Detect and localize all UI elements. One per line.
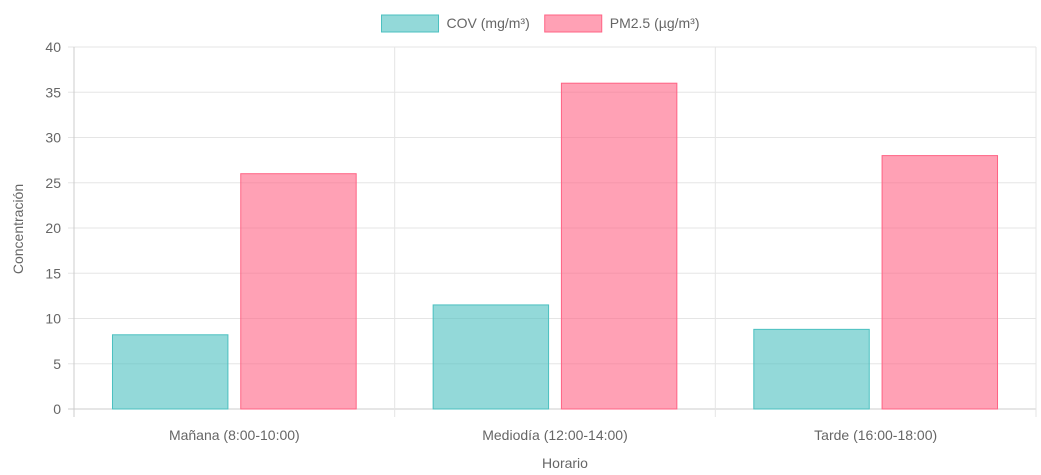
y-tick-label: 5 [53, 356, 61, 372]
legend-swatch [381, 14, 440, 33]
legend-item[interactable]: PM2.5 (µg/m³) [544, 14, 700, 33]
y-tick-label: 10 [45, 311, 61, 327]
y-tick-label: 40 [45, 39, 61, 55]
bar [560, 82, 678, 410]
y-axis-title: Concentración [10, 184, 26, 274]
bar [881, 155, 999, 410]
bar [432, 304, 550, 410]
x-tick-label: Tarde (16:00-18:00) [814, 427, 937, 443]
x-axis-title: Horario [542, 455, 588, 470]
y-tick-label: 15 [45, 265, 61, 281]
y-tick-label: 20 [45, 220, 61, 236]
x-tick-label: Mañana (8:00-10:00) [169, 427, 300, 443]
grid-lines [68, 46, 1037, 417]
bar [240, 173, 357, 410]
legend-label: COV (mg/m³) [447, 15, 530, 31]
bars [111, 82, 999, 410]
x-axis-ticks: Mañana (8:00-10:00) Mediodía (12:00-14:00… [169, 427, 937, 443]
legend-swatch [544, 14, 603, 33]
y-axis-ticks: 0 5 10 15 20 25 30 35 40 [45, 39, 61, 417]
y-tick-label: 25 [45, 175, 61, 191]
y-tick-label: 0 [53, 401, 61, 417]
y-tick-label: 30 [45, 130, 61, 146]
legend-label: PM2.5 (µg/m³) [610, 15, 700, 31]
x-tick-label: Mediodía (12:00-14:00) [482, 427, 628, 443]
y-tick-label: 35 [45, 84, 61, 100]
bar [753, 328, 870, 410]
legend-item[interactable]: COV (mg/m³) [381, 14, 530, 33]
legend[interactable]: COV (mg/m³) PM2.5 (µg/m³) [381, 14, 700, 33]
bar [111, 334, 229, 410]
